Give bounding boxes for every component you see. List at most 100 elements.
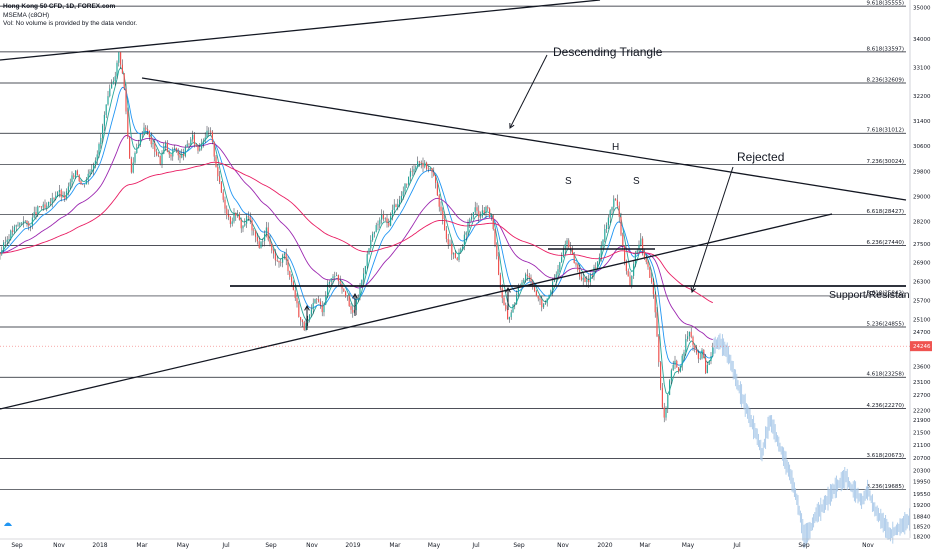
candle-body [193,134,195,145]
candle-body [64,195,66,200]
candle-body [699,358,701,359]
candle-body [166,142,168,152]
trend-drawings[interactable] [0,0,907,410]
candle-body [418,161,420,163]
candle-body [298,303,300,318]
candle-body [600,245,602,258]
descending-triangle-upper-line[interactable] [141,77,907,201]
candle-body [156,151,158,155]
candle-body [440,206,442,211]
candle-body [534,287,536,292]
candle-body [15,225,17,227]
candle-body [93,164,95,170]
candle-body [633,263,635,276]
symbol-title[interactable]: Hong Kong 50 CFD, 1D, FOREX.com [3,3,116,10]
candle-body [631,275,633,286]
candle-body [179,155,181,158]
candle-body [264,233,266,241]
time-tick-label: 2019 [345,542,360,549]
candle-body [238,214,240,220]
candle-body [217,166,219,177]
candle-body [58,189,60,193]
time-tick-label: Sep [265,542,277,549]
time-tick-label: Nov [53,542,65,549]
rising-trend-line[interactable] [0,213,833,410]
projection-path [713,333,912,549]
candle-body [46,205,48,208]
candle-body [244,223,246,226]
candle-body [627,270,629,277]
candle-body [319,301,321,306]
candle-body [57,192,59,196]
candle-body [400,195,402,200]
candle-body [76,170,78,175]
candle-body [73,175,75,178]
candle-body [220,182,222,193]
candle-body [435,176,437,183]
rejected-arrow-head [690,286,696,293]
candle-body [426,162,428,169]
candle-body [624,245,626,262]
candle-body [337,275,339,282]
candle-body [150,137,152,145]
candle-body [213,141,215,157]
candle-body [100,137,102,145]
candle-body [505,305,507,310]
candle-body [163,146,165,154]
candle-body [190,139,192,145]
candle-body [10,230,12,240]
candle-body [240,219,242,229]
support-touch-arrow-2-head [352,292,358,299]
candle-body [591,275,593,277]
candle-body [314,299,316,303]
left-shoulder-label: S [565,176,572,187]
candle-body [411,171,413,172]
candle-body [175,148,177,151]
candle-body [393,204,395,210]
support-touch-arrow-3-head [505,286,511,293]
candle-body [382,214,384,219]
upper-channel-line[interactable] [0,0,601,61]
candle-body [476,207,478,211]
candle-body [481,210,483,217]
candle-body [206,130,208,138]
candle-body [472,212,474,217]
candle-body [402,191,404,196]
candle-body [109,88,111,97]
candle-body [541,299,543,308]
candle-body [208,130,210,132]
candle-body [172,149,174,157]
candle-body [550,290,552,296]
candle-body [204,137,206,141]
price-tick-label: 19550 [913,492,931,498]
candle-body [471,216,473,220]
candle-body [289,271,291,277]
fib-label: 4.618(23258) [866,372,904,378]
candle-body [330,278,332,282]
candle-body [469,219,471,224]
candle-body [282,255,284,263]
candle-body [483,210,485,213]
candle-body [645,258,647,262]
candle-body [582,277,584,280]
candle-body [129,137,131,159]
candle-body [102,125,104,138]
candle-body [438,195,440,207]
candle-body [598,257,600,262]
candle-body [397,204,399,208]
rejected-label: Rejected [737,150,784,164]
tradingview-logo[interactable] [4,522,12,527]
candle-body [118,52,120,63]
candle-body [303,322,305,331]
price-tick-label: 18520 [913,524,931,530]
candle-body [202,140,204,144]
candle-body [685,339,687,353]
candle-body [708,360,710,365]
candle-body [75,170,77,178]
price-tick-label: 18200 [913,534,931,540]
indicator-label[interactable]: MSEMA (c8OH) [3,11,50,19]
candle-body [125,88,127,112]
time-axis[interactable]: Sep Nov 2018 Mar May Jul Sep Nov 2019 Mar May Jul Se… [0,538,910,549]
